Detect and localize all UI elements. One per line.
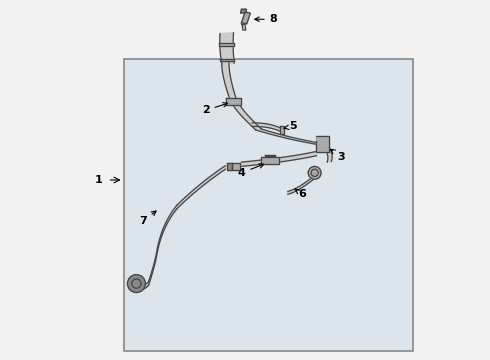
Polygon shape (220, 43, 234, 46)
Polygon shape (220, 59, 234, 61)
Polygon shape (226, 98, 242, 105)
Text: 6: 6 (295, 189, 306, 199)
Text: 5: 5 (284, 121, 297, 131)
Polygon shape (157, 205, 177, 251)
Polygon shape (222, 63, 237, 102)
Polygon shape (280, 126, 284, 134)
Polygon shape (242, 152, 317, 166)
Circle shape (308, 166, 321, 179)
Polygon shape (227, 163, 232, 170)
FancyBboxPatch shape (123, 59, 413, 351)
Polygon shape (231, 100, 261, 130)
Polygon shape (220, 33, 234, 64)
Polygon shape (232, 163, 240, 170)
Polygon shape (177, 166, 225, 208)
Text: 8: 8 (255, 14, 277, 24)
Text: 7: 7 (139, 211, 156, 226)
Polygon shape (242, 12, 250, 24)
Polygon shape (136, 282, 148, 290)
Text: 2: 2 (202, 103, 227, 115)
Polygon shape (323, 145, 332, 162)
Text: 3: 3 (330, 149, 345, 162)
Polygon shape (265, 155, 275, 157)
Polygon shape (241, 9, 246, 13)
Polygon shape (148, 248, 157, 285)
Polygon shape (256, 129, 321, 144)
Polygon shape (242, 24, 245, 30)
Text: 4: 4 (238, 164, 264, 178)
Polygon shape (261, 157, 279, 164)
Text: 1: 1 (95, 175, 102, 185)
Polygon shape (288, 177, 313, 194)
Polygon shape (252, 123, 281, 132)
Circle shape (127, 275, 146, 293)
Polygon shape (317, 136, 329, 152)
